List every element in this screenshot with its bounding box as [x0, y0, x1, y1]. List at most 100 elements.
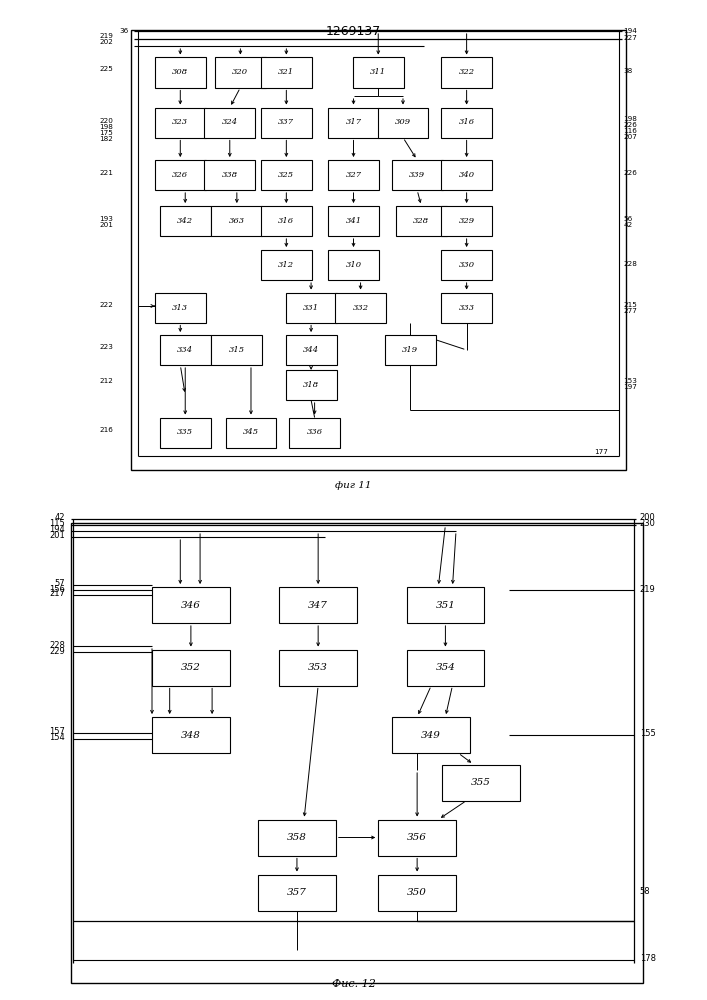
Text: 222: 222 [99, 302, 113, 308]
Text: 197: 197 [624, 384, 638, 390]
Text: 332: 332 [353, 304, 368, 312]
Bar [279, 587, 357, 623]
Text: 323: 323 [173, 118, 188, 126]
Text: 1269137: 1269137 [326, 25, 381, 38]
Text: 225: 225 [99, 66, 113, 72]
Text: 324: 324 [222, 118, 238, 126]
Bar [286, 335, 337, 365]
Text: 334: 334 [177, 346, 193, 354]
Text: 153: 153 [624, 378, 638, 384]
Bar [211, 206, 262, 236]
Bar [407, 650, 484, 686]
Text: 228: 228 [624, 261, 638, 267]
Bar [204, 107, 255, 137]
Text: 351: 351 [436, 600, 455, 609]
Bar [407, 587, 484, 623]
Text: 207: 207 [624, 134, 638, 140]
Text: Фис. 12: Фис. 12 [332, 979, 375, 989]
Bar [160, 206, 211, 236]
Bar [204, 160, 255, 190]
Text: 348: 348 [181, 730, 201, 740]
Bar [441, 292, 492, 322]
Bar [155, 107, 206, 137]
Bar [152, 717, 230, 753]
Bar [392, 160, 443, 190]
Text: 226: 226 [624, 122, 638, 128]
Text: 230: 230 [640, 520, 655, 528]
Text: 355: 355 [471, 778, 491, 787]
Bar [152, 650, 230, 686]
Text: 331: 331 [303, 304, 319, 312]
Bar [71, 522, 643, 982]
Bar [211, 335, 262, 365]
Bar [226, 418, 276, 448]
Text: 194: 194 [49, 526, 65, 534]
Text: 229: 229 [49, 647, 65, 656]
Bar [378, 820, 456, 855]
Text: 352: 352 [181, 663, 201, 672]
Text: 202: 202 [99, 39, 113, 45]
Text: 325: 325 [279, 171, 294, 179]
Text: 157: 157 [49, 727, 65, 736]
Bar [261, 107, 312, 137]
Bar [328, 160, 379, 190]
Bar [378, 874, 456, 910]
Bar [261, 160, 312, 190]
Text: 322: 322 [459, 68, 474, 77]
Text: 226: 226 [624, 170, 638, 176]
Text: 316: 316 [279, 217, 294, 225]
Text: 321: 321 [279, 68, 294, 77]
Text: 58: 58 [640, 886, 650, 896]
Text: 346: 346 [181, 600, 201, 609]
Text: 358: 358 [287, 833, 307, 842]
Text: 330: 330 [459, 261, 474, 269]
Text: 349: 349 [421, 730, 441, 740]
Text: 354: 354 [436, 663, 455, 672]
Text: 363: 363 [229, 217, 245, 225]
Bar [155, 160, 206, 190]
Text: 344: 344 [303, 346, 319, 354]
Text: 318: 318 [303, 381, 319, 389]
Text: 357: 357 [287, 888, 307, 897]
Bar [289, 418, 340, 448]
Text: 319: 319 [402, 346, 418, 354]
Text: 356: 356 [407, 833, 427, 842]
Bar [279, 650, 357, 686]
Text: 194: 194 [624, 28, 638, 34]
Text: 316: 316 [459, 118, 474, 126]
Bar [441, 206, 492, 236]
Text: 308: 308 [173, 68, 188, 77]
Bar [258, 820, 336, 855]
Bar [441, 250, 492, 280]
Bar [378, 107, 428, 137]
Text: 219: 219 [640, 584, 655, 593]
Text: 220: 220 [99, 118, 113, 124]
Text: 339: 339 [409, 171, 425, 179]
Bar [131, 30, 626, 470]
Text: 215: 215 [624, 302, 638, 308]
Text: 155: 155 [640, 730, 655, 738]
Text: фиг 11: фиг 11 [335, 481, 372, 490]
Text: 228: 228 [49, 641, 65, 650]
Text: 212: 212 [99, 378, 113, 384]
Text: 154: 154 [49, 733, 65, 742]
Text: 333: 333 [459, 304, 474, 312]
Text: 201: 201 [49, 532, 65, 540]
Text: 223: 223 [99, 344, 113, 350]
Text: 200: 200 [640, 514, 655, 522]
Bar [261, 250, 312, 280]
Bar [261, 206, 312, 236]
Text: 217: 217 [49, 589, 65, 598]
Text: 198: 198 [624, 116, 638, 122]
Text: 38: 38 [624, 68, 633, 74]
Text: 311: 311 [370, 68, 386, 77]
Text: 219: 219 [99, 33, 113, 39]
Text: 156: 156 [49, 584, 65, 593]
Text: 335: 335 [177, 428, 193, 436]
Text: 227: 227 [624, 34, 638, 40]
Text: 320: 320 [233, 68, 248, 77]
Text: 309: 309 [395, 118, 411, 126]
Bar [392, 717, 470, 753]
Text: 342: 342 [177, 217, 193, 225]
Bar [160, 335, 211, 365]
